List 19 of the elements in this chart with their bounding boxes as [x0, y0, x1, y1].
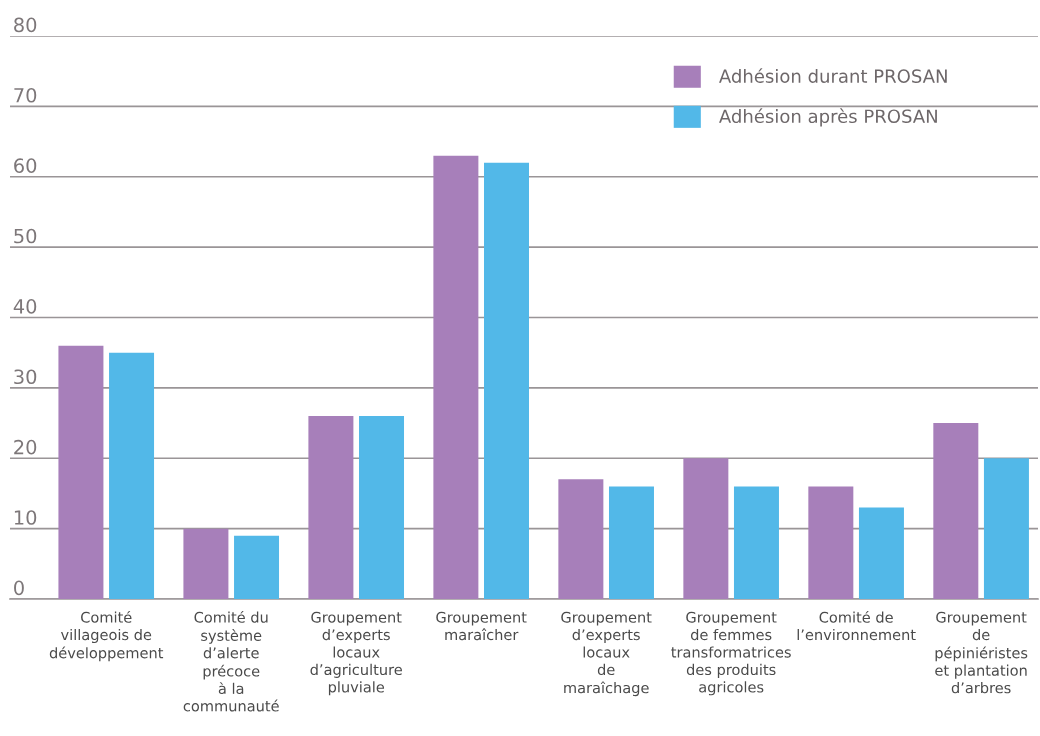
y-tick-label: 40 — [13, 299, 37, 314]
y-tick-label: 80 — [14, 17, 37, 33]
y-tick-label: 20 — [14, 439, 37, 455]
y-tick-label: 50 — [14, 228, 37, 244]
x-tick-label: Groupement maraîcher — [436, 611, 527, 641]
legend-label: Adhésion après PROSAN — [719, 108, 937, 127]
y-tick-label: 30 — [14, 369, 37, 385]
x-tick-label: Groupement de femmes transformatrices des produits agricoles — [671, 611, 791, 696]
x-tick-label: Groupement d’experts locaux d’agriculture pluviale — [310, 611, 402, 696]
x-tick-label: Groupement de pépiniéristes et plantation d’arbres — [935, 611, 1028, 694]
x-tick-label: Comité villageois de développement — [49, 610, 164, 662]
x-tick-label: Groupement d’experts locaux de maraîchage — [561, 611, 652, 697]
y-tick-label: 0 — [14, 580, 24, 596]
y-tick-label: 70 — [14, 87, 37, 103]
y-tick-label: 10 — [14, 510, 37, 525]
x-tick-label: Comité du système d’alerte précoce à la communauté — [183, 610, 279, 712]
y-tick-label: 60 — [14, 158, 37, 173]
x-tick-label: Comité de l’environnement — [797, 610, 916, 641]
legend-label: Adhésion durant PROSAN — [719, 68, 947, 83]
